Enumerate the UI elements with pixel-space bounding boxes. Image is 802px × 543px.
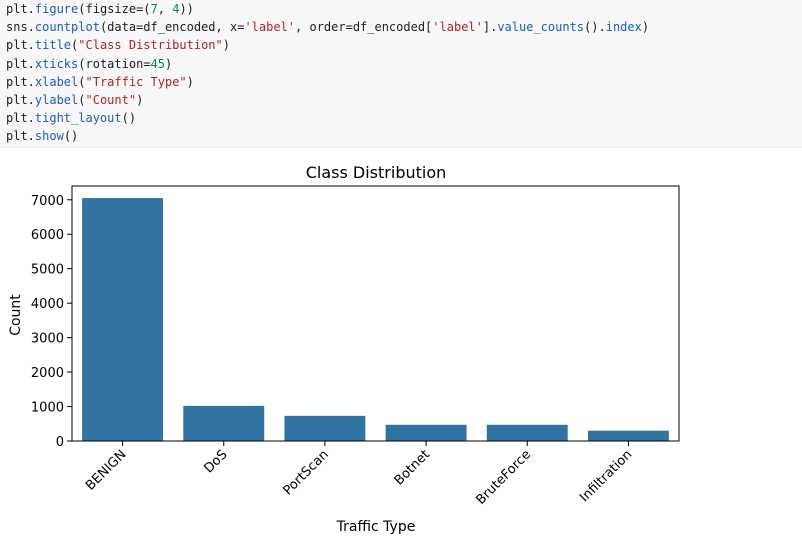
- code-token: "Count": [85, 92, 137, 107]
- y-tick-label: 5000: [31, 263, 64, 278]
- code-token: 'label': [244, 20, 296, 35]
- code-line: sns.countplot(data=df_encoded, x='label'…: [6, 18, 796, 36]
- code-token: xticks: [34, 56, 79, 71]
- code-line: plt.xlabel("Traffic Type"): [6, 73, 796, 91]
- x-tick-label: Infiltration: [577, 447, 635, 505]
- x-axis-label: Traffic Type: [336, 519, 416, 535]
- y-tick-label: 4000: [31, 297, 64, 312]
- code-line: plt.figure(figsize=(7, 4)): [6, 0, 796, 18]
- code-token: plt.: [6, 129, 35, 144]
- code-token: countplot: [34, 20, 100, 35]
- y-tick-label: 2000: [31, 366, 64, 381]
- x-tick-label: PortScan: [281, 447, 332, 498]
- code-token: show: [34, 129, 64, 144]
- code-line: plt.title("Class Distribution"): [6, 36, 796, 54]
- code-token: ): [164, 56, 173, 71]
- code-token: (: [78, 92, 86, 107]
- code-token: plt.: [6, 111, 35, 126]
- bar-dos: [183, 405, 265, 441]
- bar-botnet: [385, 424, 467, 441]
- bar-chart: Class Distribution Traffic Type Count 0 1…: [8, 163, 680, 535]
- code-token: 7: [150, 2, 158, 16]
- code-lines: plt.figure(figsize=(7, 4)) sns.countplot(…: [6, 0, 796, 146]
- code-token: (: [71, 38, 79, 53]
- code-line: plt.xticks(rotation=45): [6, 55, 796, 73]
- code-cell[interactable]: plt.figure(figsize=(7, 4)) sns.countplot(…: [0, 0, 802, 148]
- code-token: , order=df_encoded[: [295, 20, 433, 35]
- bars: [82, 198, 669, 441]
- code-line: plt.ylabel("Count"): [6, 91, 796, 109]
- code-token: plt.: [6, 92, 35, 107]
- code-token: (figsize=(: [78, 2, 151, 16]
- code-token: ylabel: [34, 92, 79, 107]
- code-token: (data=df_encoded, x=: [99, 20, 245, 35]
- code-token: title: [34, 38, 72, 53]
- code-token: xlabel: [34, 74, 79, 89]
- code-token: ): [136, 92, 144, 107]
- x-tick-label: BENIGN: [83, 447, 129, 493]
- y-tick-label: 7000: [31, 194, 64, 209]
- code-token: tight_layout: [34, 111, 122, 126]
- x-tick-label: BruteForce: [473, 447, 534, 508]
- code-token: plt.: [6, 2, 35, 16]
- code-token: 'label': [432, 20, 483, 35]
- code-token: (): [63, 129, 79, 144]
- code-token: plt.: [6, 74, 35, 89]
- y-tick-label: 1000: [31, 401, 64, 416]
- code-token: plt.: [6, 38, 35, 53]
- code-token: ().: [584, 20, 606, 35]
- chart-output: Class Distribution Traffic Type Count 0 1…: [0, 149, 802, 539]
- code-token: ,: [157, 2, 173, 16]
- y-axis-ticks: 0 1000 2000 3000 4000 5000 6000 7000: [31, 194, 72, 450]
- plot-frame: [71, 185, 680, 442]
- code-token: ].: [482, 20, 498, 35]
- code-token: index: [605, 20, 642, 35]
- code-token: (: [78, 74, 86, 89]
- code-token: ): [222, 38, 230, 53]
- y-axis-label: Count: [8, 294, 24, 336]
- bar-benign: [82, 198, 164, 441]
- y-tick-label: 0: [56, 435, 64, 450]
- x-axis-ticks: BENIGN DoS PortScan Botnet BruteForce Infiltr…: [83, 441, 635, 508]
- code-token: )): [179, 2, 194, 16]
- bar-bruteforce: [486, 424, 568, 441]
- code-token: "Traffic Type": [85, 74, 187, 89]
- code-token: (): [121, 111, 137, 126]
- code-token: figure: [34, 2, 79, 16]
- code-token: "Class Distribution": [78, 38, 223, 53]
- y-tick-label: 6000: [31, 228, 64, 243]
- chart-title: Class Distribution: [306, 163, 447, 182]
- bar-infiltration: [587, 430, 669, 441]
- code-token: 45: [150, 56, 165, 71]
- code-token: sns.: [6, 20, 35, 35]
- code-line: plt.show(): [6, 127, 796, 145]
- y-tick-label: 3000: [31, 332, 64, 347]
- code-line: plt.tight_layout(): [6, 109, 796, 127]
- code-token: value_counts: [497, 20, 585, 35]
- x-tick-label: Botnet: [392, 447, 433, 488]
- x-tick-label: DoS: [201, 447, 230, 476]
- code-token: ): [641, 20, 650, 35]
- code-token: (rotation=: [78, 56, 151, 71]
- code-token: 4: [172, 2, 180, 16]
- code-token: plt.: [6, 56, 35, 71]
- bar-portscan: [284, 415, 366, 441]
- code-token: ): [186, 74, 194, 89]
